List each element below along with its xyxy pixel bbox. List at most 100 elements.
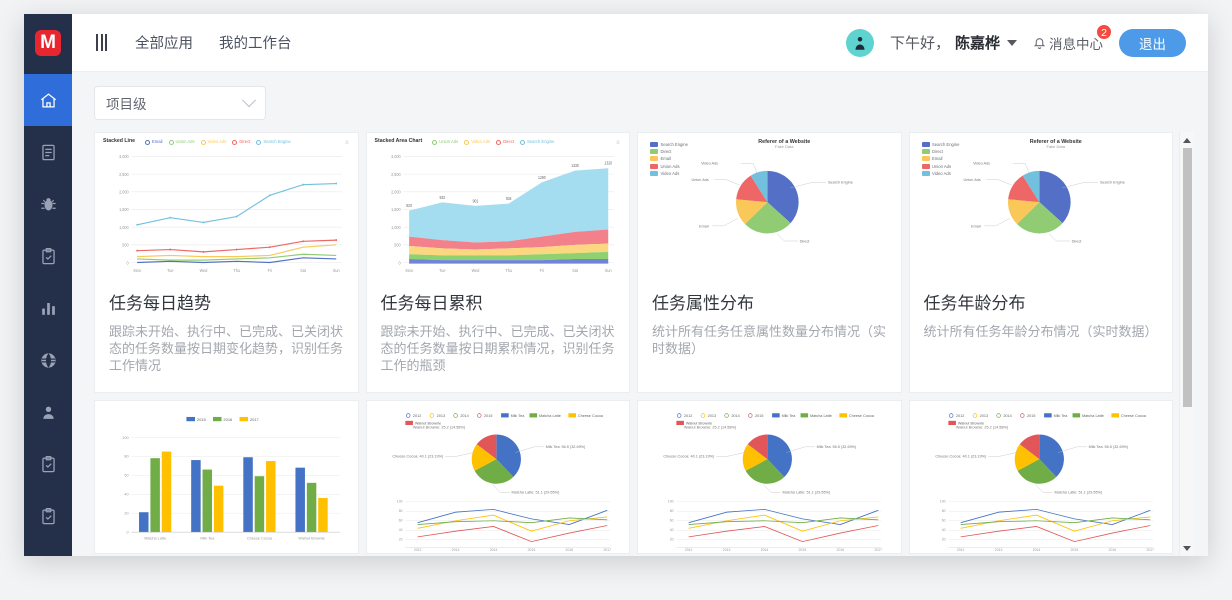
legend-item[interactable]: Video Ads xyxy=(921,170,960,176)
legend-item[interactable]: Search Engine xyxy=(921,142,959,147)
chart-legend: Search Engine Direct Email Union Ads Vid… xyxy=(921,142,960,176)
svg-text:Search Engine: Search Engine xyxy=(1100,180,1125,184)
sidebar-item-task[interactable] xyxy=(24,230,72,282)
card-pie-line-combo[interactable]: 2012 2013 2014 2015 Milk Tea Matcha Latt… xyxy=(637,400,902,554)
scroll-up-button[interactable] xyxy=(1180,132,1195,148)
legend-item[interactable]: Direct xyxy=(232,139,250,145)
legend-item[interactable]: Video Ads xyxy=(650,170,688,176)
legend-item[interactable]: Email xyxy=(921,156,960,162)
chart-legend: Search Engine Direct Email Union Ads Vid… xyxy=(650,142,688,176)
svg-text:0: 0 xyxy=(398,260,401,266)
legend-label: Union Ads xyxy=(439,138,459,144)
card-daily-trend[interactable]: Stacked Line Email Union Ads Video Ads D… xyxy=(94,132,359,393)
download-icon[interactable] xyxy=(344,139,350,145)
card-text: 任务年龄分布 统计所有任务年龄分布情况（实时数据） xyxy=(910,281,1173,358)
chart-stacked-line: Stacked Line Email Union Ads Video Ads D… xyxy=(95,133,358,281)
legend-item[interactable]: Search Engine xyxy=(520,139,554,145)
svg-text:Matcha Latte: 51.1 (29.55%): Matcha Latte: 51.1 (29.55%) xyxy=(1054,491,1102,495)
svg-text:Video Ads: Video Ads xyxy=(701,161,718,165)
menu-toggle-icon[interactable] xyxy=(96,34,107,51)
legend-item[interactable]: Union Ads xyxy=(168,139,195,145)
content-area: 项目级 Stacked Line Email Union Ads Video A… xyxy=(72,72,1208,556)
legend-item[interactable]: Direct xyxy=(650,149,688,155)
legend-item[interactable]: Email xyxy=(650,156,688,162)
svg-text:2012: 2012 xyxy=(956,548,964,551)
svg-text:2016: 2016 xyxy=(1108,548,1116,551)
sidebar-item-bug[interactable] xyxy=(24,178,72,230)
svg-text:1,000: 1,000 xyxy=(391,225,401,231)
chart-pie-line-combo: 2012 2013 2014 2015 Milk Tea Matcha Latt… xyxy=(910,401,1173,553)
svg-text:20: 20 xyxy=(398,538,402,542)
svg-text:Milk Tea: Milk Tea xyxy=(1053,414,1068,418)
legend-label: Video Ads xyxy=(932,170,951,176)
sidebar-item-document[interactable] xyxy=(24,126,72,178)
chart-stacked-area: Stacked Area Chart Union Ads Video Ads D… xyxy=(367,133,630,281)
legend-label: Video Ads xyxy=(660,170,680,176)
svg-text:40: 40 xyxy=(670,528,674,532)
nav-item-my-workspace[interactable]: 我的工作台 xyxy=(219,36,292,52)
svg-text:Tue: Tue xyxy=(439,268,446,274)
svg-text:2017: 2017 xyxy=(1146,548,1154,551)
chart-pie-line-combo: 2012 2013 2014 2015 Milk Tea Matcha Latt… xyxy=(367,401,630,553)
sidebar-item-user[interactable] xyxy=(24,386,72,438)
card-daily-cumulative[interactable]: Stacked Area Chart Union Ads Video Ads D… xyxy=(365,132,630,393)
card-title: 任务每日趋势 xyxy=(109,294,211,313)
sidebar-item-checklist-1[interactable] xyxy=(24,438,72,490)
legend-item[interactable]: Search Engine xyxy=(256,139,291,145)
legend-item[interactable]: Video Ads xyxy=(200,139,226,145)
logout-button[interactable]: 退出 xyxy=(1119,28,1186,57)
legend-item[interactable]: Direct xyxy=(496,139,514,145)
chart-pie-referer: Search Engine Direct Email Union Ads Vid… xyxy=(638,133,901,281)
sidebar-item-globe[interactable] xyxy=(24,334,72,386)
card-grouped-bar[interactable]: 2015 2016 2017 xyxy=(94,400,359,554)
legend-item[interactable]: Union Ads xyxy=(921,163,960,169)
svg-text:60: 60 xyxy=(941,519,945,523)
svg-text:Milk Tea: 56.5 (32.69%): Milk Tea: 56.5 (32.69%) xyxy=(1088,445,1128,449)
app-body: 项目级 Stacked Line Email Union Ads Video A… xyxy=(24,72,1208,556)
message-center[interactable]: 消息中心 2 xyxy=(1033,23,1112,53)
card-pie-line-combo[interactable]: 2012 2013 2014 2015 Milk Tea Matcha Latt… xyxy=(365,400,630,554)
svg-text:Union Ads: Union Ads xyxy=(963,178,980,182)
scrollbar-track[interactable] xyxy=(1180,148,1195,540)
svg-text:3,000: 3,000 xyxy=(391,154,401,160)
svg-text:60: 60 xyxy=(398,519,402,523)
cards-grid: Stacked Line Email Union Ads Video Ads D… xyxy=(94,132,1173,556)
scroll-down-button[interactable] xyxy=(1180,540,1195,556)
sidebar-item-home[interactable] xyxy=(24,74,72,126)
legend-item[interactable]: Search Engine xyxy=(650,142,688,147)
chart-title: Referer of a Website xyxy=(1029,139,1082,145)
nav-item-all-apps[interactable]: 全部应用 xyxy=(135,36,193,52)
clipboard-check-icon xyxy=(41,247,55,264)
scope-select[interactable]: 项目级 xyxy=(94,86,266,120)
legend-label: Direct xyxy=(932,149,943,155)
scrollbar-thumb[interactable] xyxy=(1182,148,1192,407)
card-age-distribution[interactable]: Search Engine Direct Email Union Ads Vid… xyxy=(908,132,1173,393)
sidebar-item-checklist-2[interactable] xyxy=(24,490,72,542)
card-title: 任务属性分布 xyxy=(652,294,754,313)
chart-plot: Search Engine Direct Email Union Ads Vid… xyxy=(918,150,1165,249)
legend-item[interactable]: Union Ads xyxy=(650,163,688,169)
card-pie-line-combo[interactable]: 2012 2013 2014 2015 Milk Tea Matcha Latt… xyxy=(908,400,1173,554)
download-icon[interactable] xyxy=(615,139,621,145)
svg-text:Fri: Fri xyxy=(268,268,272,274)
legend-item[interactable]: Direct xyxy=(921,149,960,155)
svg-text:2015: 2015 xyxy=(197,417,207,422)
legend-item[interactable]: Union Ads xyxy=(432,138,459,145)
svg-text:Walnut Brownie: Walnut Brownie xyxy=(298,537,324,541)
chart-plot: 2015 2016 2017 xyxy=(103,407,350,551)
user-greeting[interactable]: 下午好， 陈嘉桦 xyxy=(890,32,1017,53)
svg-text:Walnut Brownie: Walnut Brownie xyxy=(414,422,440,426)
card-attribute-distribution[interactable]: Search Engine Direct Email Union Ads Vid… xyxy=(637,132,902,393)
svg-text:1,500: 1,500 xyxy=(391,207,401,213)
legend-item[interactable]: Email xyxy=(145,139,163,145)
sidebar-item-report[interactable] xyxy=(24,282,72,334)
vertical-scrollbar[interactable] xyxy=(1179,132,1194,556)
chart-plot: 2012 2013 2014 2015 Milk Tea Matcha Latt… xyxy=(375,407,622,551)
legend-item[interactable]: Video Ads xyxy=(464,139,490,145)
avatar[interactable] xyxy=(845,28,874,57)
svg-text:2017: 2017 xyxy=(250,417,259,422)
pie-heading: Referer of a Website Fake Data xyxy=(646,139,893,150)
svg-text:1,500: 1,500 xyxy=(119,207,129,213)
top-navigation: 全部应用 我的工作台 xyxy=(135,32,292,53)
legend-label: Search Engine xyxy=(660,142,688,147)
